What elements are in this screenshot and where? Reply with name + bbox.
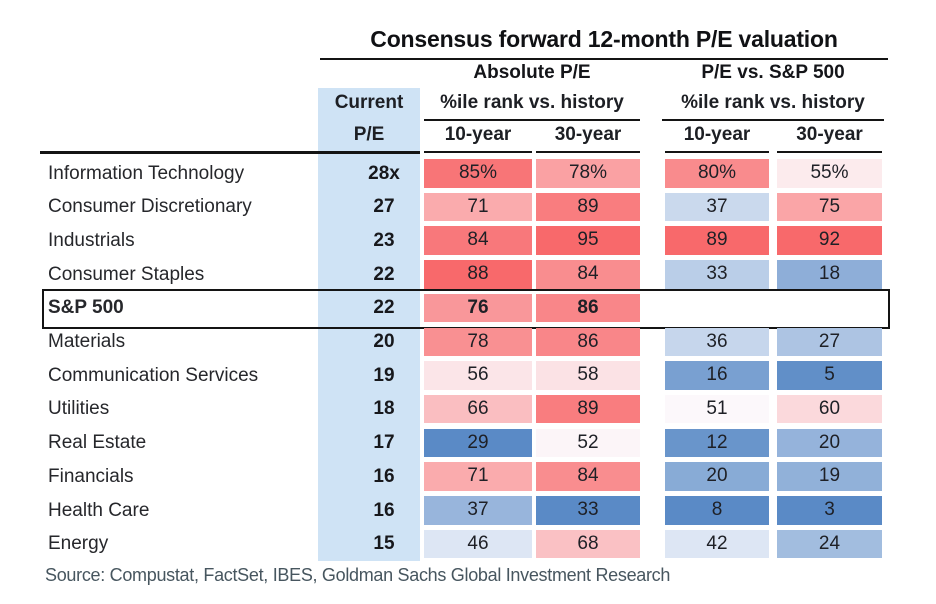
header-current: Current [334,92,404,113]
sector-label: Consumer Discretionary [48,196,252,218]
percentile-cell: 76 [424,293,532,323]
current-pe-value: 18 [373,398,395,420]
percentile-cell: 75 [777,192,882,222]
sector-label: Industrials [48,229,135,251]
percentile-cell: 52 [536,428,640,458]
current-pe-value: 27 [373,196,395,218]
current-pe-value: 23 [373,229,395,251]
percentile-cell: 20 [777,428,882,458]
percentile-cell: 8 [665,496,769,525]
percentile-cell: 89 [536,192,640,222]
percentile-cell: 19 [777,462,882,491]
percentile-cell: 42 [665,529,769,559]
percentile-cell: 3 [777,496,882,525]
percentile-cell: 27 [777,327,882,356]
current-pe-value: 17 [373,432,395,454]
sector-label: S&P 500 [48,297,124,319]
current-pe-value: 19 [373,364,395,386]
column-group-pe-vs-sp500: P/E vs. S&P 500 [701,62,845,83]
current-pe-value: 20 [373,331,395,352]
percentile-cell: 86 [536,327,640,356]
sector-label: Communication Services [48,364,259,386]
current-pe-value: 22 [373,297,395,319]
sector-label: Financials [48,465,134,487]
header-pe: P/E [353,124,385,145]
sector-label: Consumer Staples [48,263,205,285]
percentile-cell: 89 [665,226,769,255]
current-pe-column-background [318,88,420,561]
percentile-cell: 95 [536,226,640,255]
percentile-cell: 29 [424,428,532,458]
sector-label: Real Estate [48,432,147,454]
percentile-cell: 60 [777,394,882,424]
percentile-cell: 88 [424,260,532,289]
current-pe-value: 16 [373,499,395,521]
header-underline-rule [40,151,420,154]
percentile-cell: 68 [536,529,640,559]
percentile-cell: 12 [665,428,769,458]
percentile-cell: 51 [665,394,769,424]
percentile-cell: 16 [665,361,769,390]
percentile-cell: 37 [665,192,769,222]
current-pe-value: 16 [373,465,395,487]
percentile-cell: 71 [424,192,532,222]
percentile-cell: 66 [424,394,532,424]
percentile-cell: 33 [665,260,769,289]
header-abs-30-year: 30-year [536,124,640,153]
column-group-absolute-pe: Absolute P/E [473,62,591,83]
chart-title: Consensus forward 12-month P/E valuation [320,26,888,60]
percentile-cell: 18 [777,260,882,289]
percentile-cell: 86 [536,293,640,323]
sector-label: Health Care [48,499,150,521]
percentile-cell: 92 [777,226,882,255]
percentile-cell: 78 [424,327,532,356]
percentile-cell: 36 [665,327,769,356]
percentile-cell: 89 [536,394,640,424]
percentile-cell: 20 [665,462,769,491]
current-pe-value: 28x [368,162,400,184]
percentile-cell: 80% [665,159,769,188]
percentile-cell: 56 [424,361,532,390]
current-pe-value: 22 [373,263,395,285]
percentile-cell: 55% [777,159,882,188]
percentile-cell: 84 [536,260,640,289]
sector-label: Information Technology [48,162,245,184]
header-pct-rank-relative: %ile rank vs. history [662,92,884,121]
header-rel-10-year: 10-year [665,124,769,153]
percentile-cell: 58 [536,361,640,390]
sector-label: Energy [48,533,109,555]
sector-label: Utilities [48,398,110,420]
percentile-cell: 71 [424,462,532,491]
percentile-cell: 37 [424,496,532,525]
header-abs-10-year: 10-year [424,124,532,153]
percentile-cell: 5 [777,361,882,390]
percentile-cell: 85% [424,159,532,188]
header-rel-30-year: 30-year [777,124,882,153]
percentile-cell: 78% [536,159,640,188]
header-pct-rank-absolute: %ile rank vs. history [424,92,640,121]
current-pe-value: 15 [373,533,395,555]
percentile-cell: 46 [424,529,532,559]
sector-label: Materials [48,331,126,352]
percentile-cell: 33 [536,496,640,525]
source-attribution: Source: Compustat, FactSet, IBES, Goldma… [45,565,671,585]
percentile-cell: 84 [536,462,640,491]
percentile-cell: 24 [777,529,882,559]
percentile-cell: 84 [424,226,532,255]
